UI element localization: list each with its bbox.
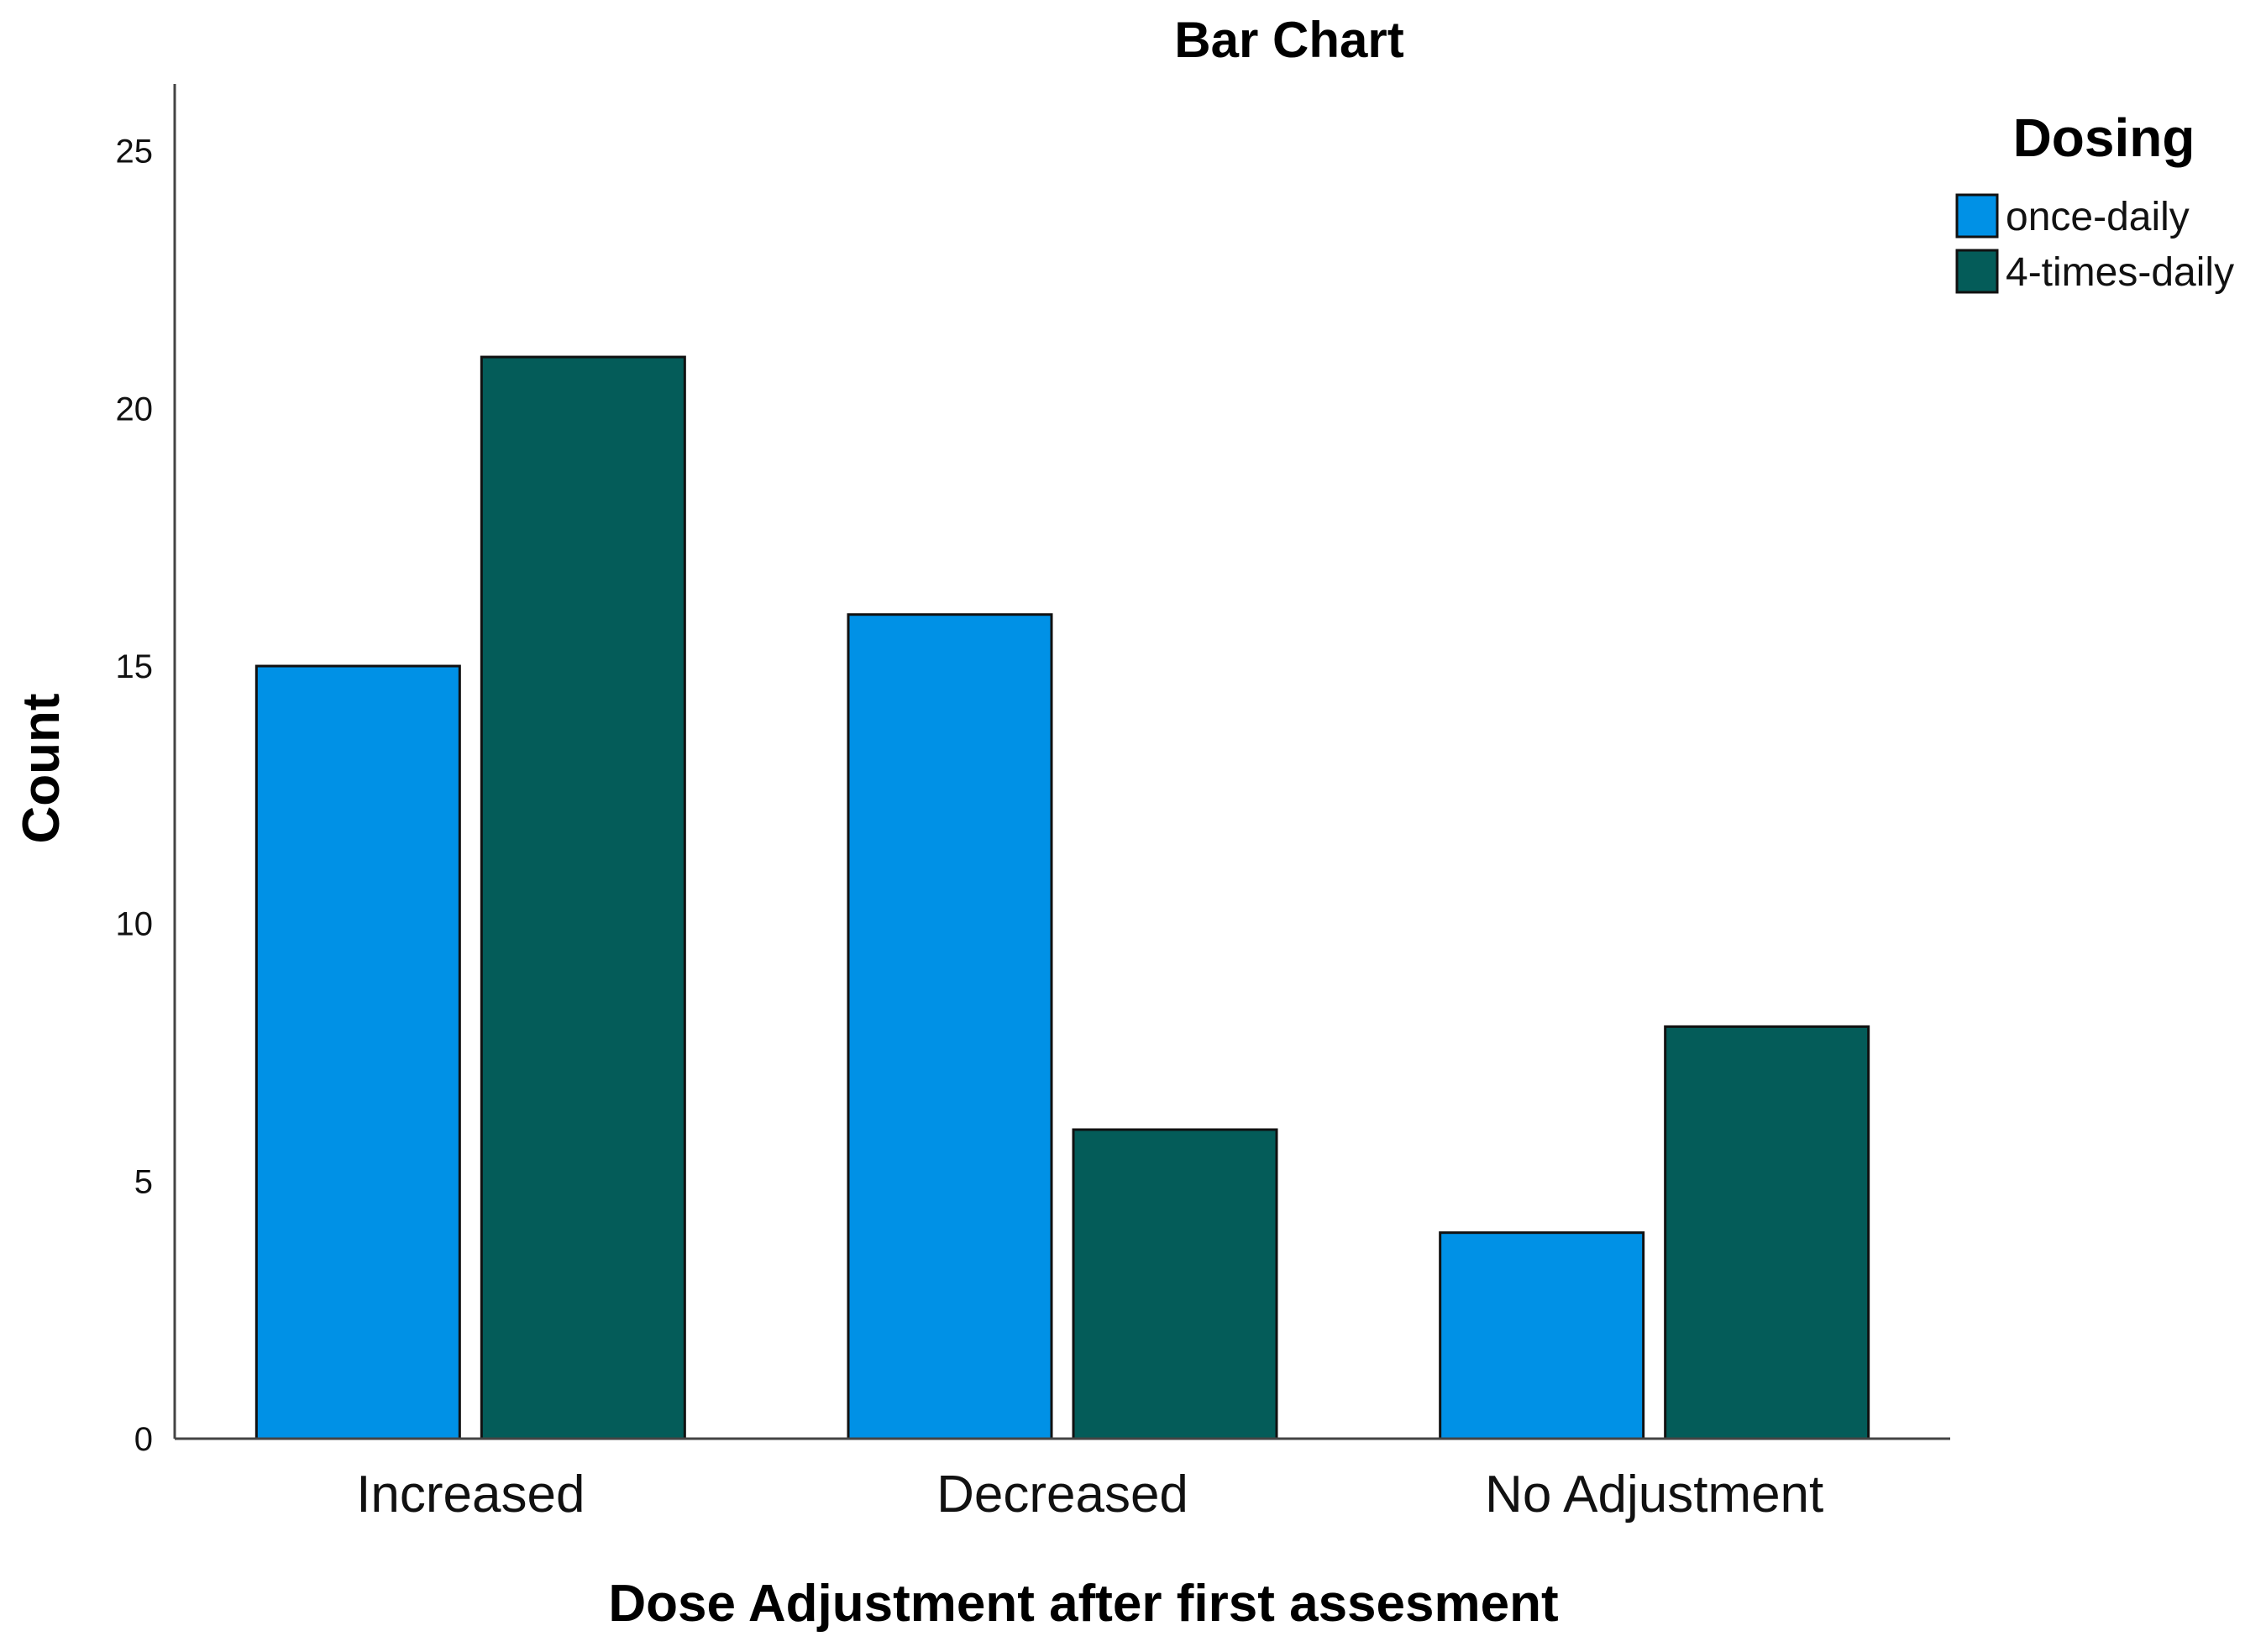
x-category-label: No Adjustment [1485,1466,1823,1524]
x-category-label: Increased [356,1466,585,1524]
bar-4-times-daily-decreased [1072,1128,1278,1440]
y-axis-title: Count [13,693,71,843]
y-tick-label: 10 [116,906,154,943]
bar-4-times-daily-increased [480,355,686,1440]
category-labels: Increased Decreased No Adjustment [356,1466,1823,1524]
bar-once-daily-increased [254,664,461,1440]
y-axis-title-group: Count [13,693,71,843]
y-tick-label: 5 [134,1163,153,1200]
bars [254,355,1870,1440]
legend-label-4-times-daily: 4-times-daily [2006,250,2234,295]
bar-4-times-daily-no-adjustment [1664,1025,1870,1440]
x-axis-title: Dose Adjustment after first assesment [608,1575,1558,1633]
bar-once-daily-decreased [847,613,1053,1440]
legend-label-once-daily: once-daily [2006,195,2190,239]
y-tick-label: 0 [134,1421,153,1458]
y-tick-label: 15 [116,648,154,685]
y-ticks: 0 5 10 15 20 25 [116,134,154,1458]
y-tick-label: 20 [116,391,154,427]
legend-swatch-once-daily [1955,193,1999,239]
bar-once-daily-no-adjustment [1439,1231,1645,1440]
legend-title: Dosing [2013,108,2195,168]
y-tick-label: 25 [116,134,154,170]
legend: Dosing once-daily 4-times-daily [1955,108,2234,295]
legend-swatch-4-times-daily [1955,249,1999,294]
x-category-label: Decreased [936,1466,1188,1524]
chart-title: Bar Chart [1174,12,1403,68]
